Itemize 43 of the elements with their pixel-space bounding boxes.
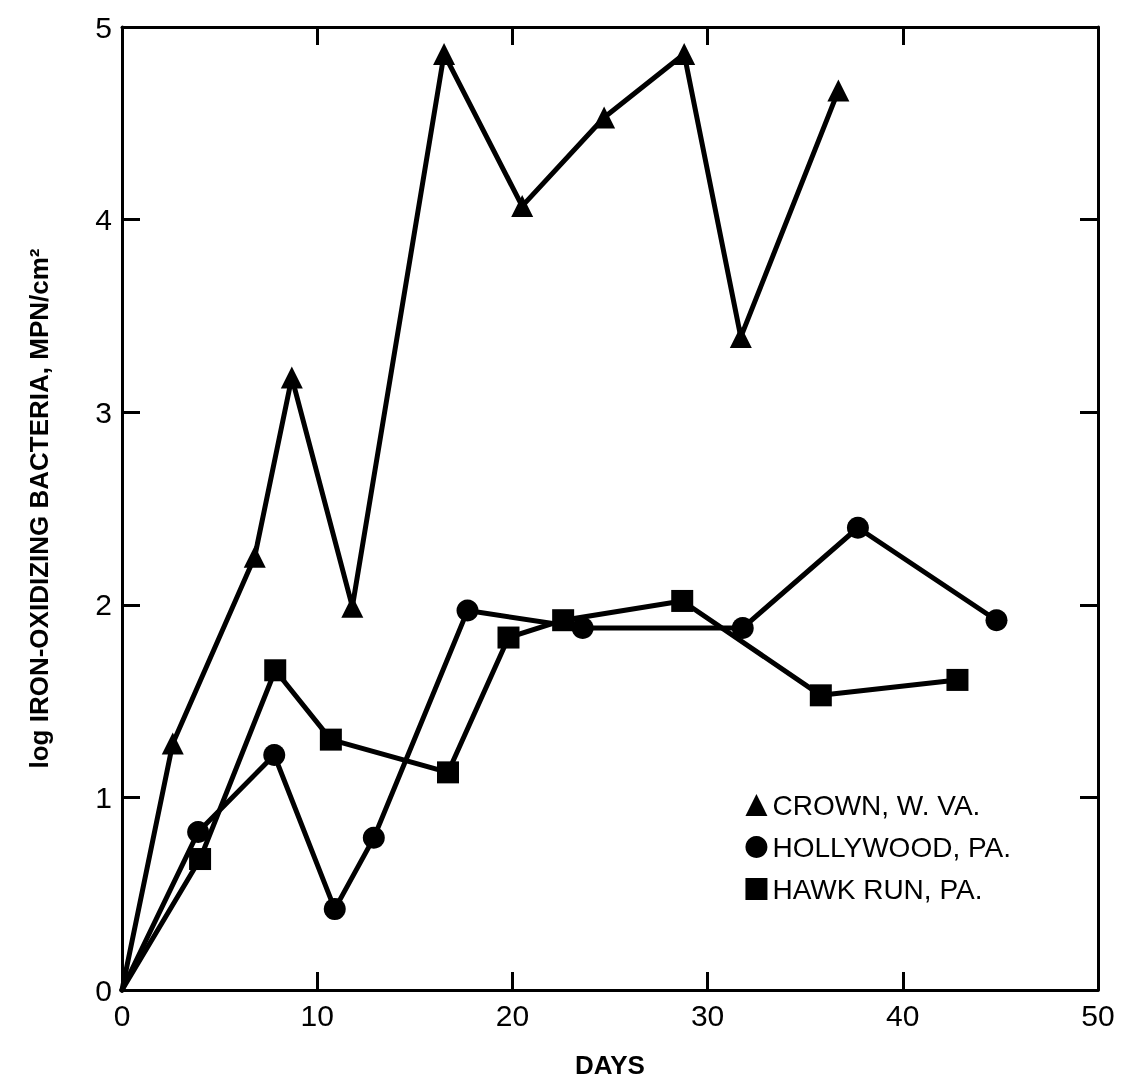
- x-tick-label: 20: [495, 998, 530, 1032]
- y-tick-label: 0: [95, 973, 112, 1007]
- point: [571, 616, 594, 639]
- y-tick-label: 4: [95, 203, 112, 237]
- point: [456, 599, 479, 622]
- point: [511, 195, 534, 218]
- point: [673, 42, 696, 65]
- point: [264, 659, 287, 682]
- point: [323, 898, 346, 921]
- point: [946, 668, 969, 691]
- x-tick-label: 30: [690, 998, 725, 1032]
- y-tick-label: 2: [95, 588, 112, 622]
- legend-label: HAWK RUN, PA.: [772, 873, 983, 905]
- point: [161, 732, 184, 755]
- y-tick-label: 1: [95, 780, 112, 814]
- legend-label: CROWN, W. VA.: [772, 789, 981, 821]
- point: [729, 326, 752, 349]
- point: [827, 79, 850, 102]
- point: [187, 821, 210, 844]
- point: [552, 609, 575, 632]
- legend-label: HOLLYWOOD, PA.: [772, 831, 1011, 863]
- y-tick-label: 5: [95, 10, 112, 44]
- point: [731, 616, 754, 639]
- point: [846, 516, 869, 539]
- point: [671, 589, 694, 612]
- x-axis-title: DAYS: [575, 1050, 645, 1080]
- point: [263, 744, 286, 767]
- point: [189, 848, 212, 871]
- point: [985, 609, 1008, 632]
- y-axis-title: log IRON-OXIDIZING BACTERIA, MPN/cm²: [24, 248, 54, 769]
- point: [243, 545, 266, 568]
- y-tick-label: 3: [95, 395, 112, 429]
- x-tick-label: 50: [1081, 998, 1115, 1032]
- point: [319, 728, 342, 751]
- point: [497, 626, 520, 649]
- x-tick-label: 10: [300, 998, 334, 1032]
- point: [809, 684, 832, 707]
- point: [433, 42, 456, 65]
- point: [280, 366, 303, 389]
- point: [593, 106, 616, 129]
- point: [436, 761, 459, 784]
- point: [362, 826, 385, 849]
- x-tick-label: 40: [886, 998, 920, 1032]
